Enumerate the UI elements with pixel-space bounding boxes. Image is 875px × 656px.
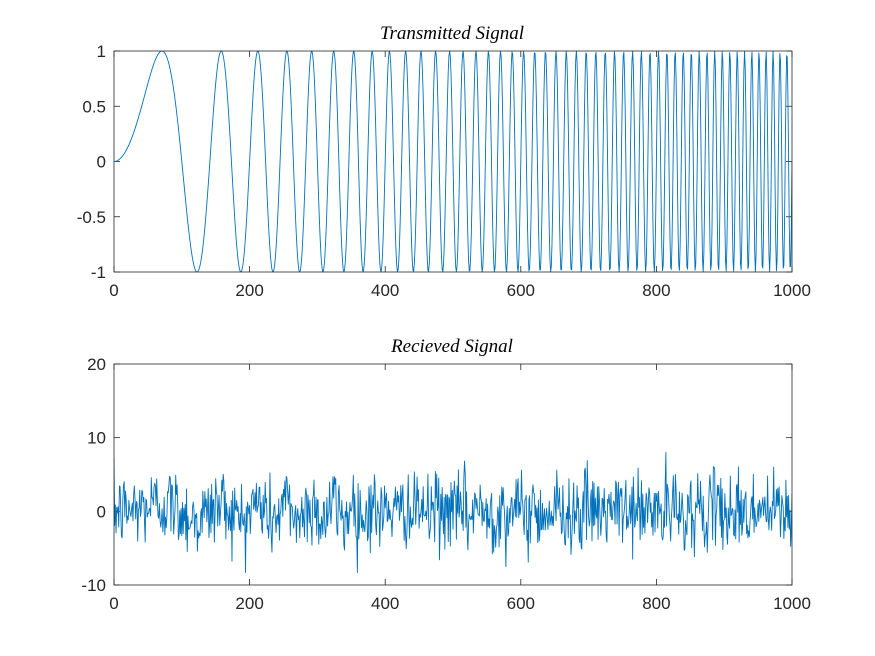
- y-tick-label: -0.5: [77, 208, 106, 227]
- recieved-signal-plot-frame: [113, 363, 793, 586]
- y-tick-label: 20: [87, 355, 106, 374]
- x-tick-label: 400: [371, 281, 399, 300]
- transmitted-signal-axes: Transmitted Signal 0 200 400 600 800 1000 -1 -0…: [77, 23, 811, 300]
- transmitted-signal-plot-frame: [113, 50, 793, 273]
- y-tick-label: 10: [87, 429, 106, 448]
- recieved-signal-axes: Recieved Signal 0 200 400 600 800 1000-100102…: [81, 336, 810, 613]
- x-tick-label: 0: [109, 594, 118, 613]
- transmitted-signal-title: Transmitted Signal: [380, 23, 524, 44]
- recieved-signal-line: [114, 452, 792, 573]
- x-tick-label: 800: [642, 281, 670, 300]
- y-tick-label: -10: [81, 576, 106, 595]
- transmitted-signal-line: [114, 51, 792, 272]
- y-tick-label: 0.5: [82, 97, 106, 116]
- x-tick-label: 400: [371, 594, 399, 613]
- x-tick-label: 800: [642, 594, 670, 613]
- x-tick-label: 600: [507, 594, 535, 613]
- y-tick-label: 1: [97, 42, 106, 61]
- transmitted-signal-ticks: 0 200 400 600 800 1000 -1 -0.5 0 0.5 1: [77, 42, 811, 300]
- x-tick-label: 1000: [773, 594, 811, 613]
- y-tick-label: -1: [91, 263, 106, 282]
- x-tick-label: 200: [235, 281, 263, 300]
- x-tick-label: 600: [507, 281, 535, 300]
- y-tick-label: 0: [97, 502, 106, 521]
- y-tick-label: 0: [97, 153, 106, 172]
- x-tick-label: 200: [235, 594, 263, 613]
- recieved-signal-title: Recieved Signal: [390, 336, 513, 357]
- x-tick-label: 0: [109, 281, 118, 300]
- x-tick-label: 1000: [773, 281, 811, 300]
